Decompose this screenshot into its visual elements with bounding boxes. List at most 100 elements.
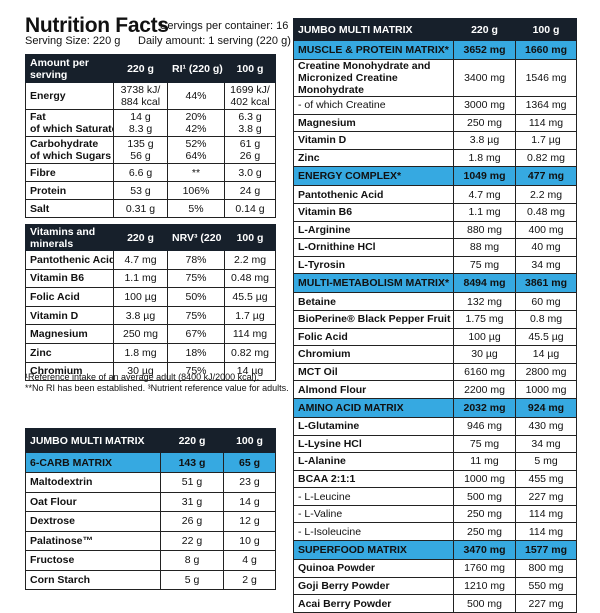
carb-220g: 26 g bbox=[160, 511, 224, 532]
footnote-nrv: **No RI has been established. ³Nutrient … bbox=[25, 383, 289, 393]
vitamins-header-row: Vitamins and minerals 220 g NRV³ (220 g)… bbox=[25, 224, 276, 251]
matrix-row: L-Glutamine 946 mg 430 mg bbox=[293, 416, 577, 436]
matrix-section-title: MULTI-METABOLISM MATRIX* bbox=[293, 273, 454, 294]
matrix-row: Chromium 30 µg 14 µg bbox=[293, 345, 577, 364]
vitamin-row: Folic Acid 100 µg 50% 45.5 µg bbox=[25, 287, 276, 307]
vitamin-100g: 2.2 mg bbox=[224, 250, 276, 270]
nutrition-table: Amount per serving 220 g RI¹ (220 g) 100… bbox=[25, 54, 276, 218]
carb-section-title: 6-CARB MATRIX bbox=[25, 452, 161, 473]
vitamin-100g: 1.7 µg bbox=[224, 305, 276, 326]
matrix-row: BioPerine® Black Pepper Fruit Extract1.7… bbox=[293, 309, 577, 329]
matrix-row: Folic Acid 100 µg 45.5 µg bbox=[293, 327, 577, 347]
matrix-ingredient: Chromium bbox=[293, 345, 454, 364]
matrix-ingredient: L-Glutamine bbox=[293, 416, 454, 436]
matrix-ingredient: Magnesium bbox=[293, 113, 454, 133]
nutrition-head-220g: 220 g bbox=[113, 54, 168, 83]
matrix-section-100g: 1660 mg bbox=[515, 40, 577, 60]
vitamin-row: Magnesium 250 mg 67% 114 mg bbox=[25, 324, 276, 344]
vitamin-nrv: 67% bbox=[167, 324, 225, 344]
matrix-row: Pantothenic Acid 4.7 mg 2.2 mg bbox=[293, 185, 577, 204]
matrix-220g: 88 mg bbox=[453, 238, 516, 257]
matrix-row: MCT Oil 6160 mg 2800 mg bbox=[293, 362, 577, 382]
vitamin-220g: 100 µg bbox=[113, 287, 168, 307]
matrix-ingredient: Quinoa Powder bbox=[293, 559, 454, 578]
vitamin-row: Pantothenic Acid 4.7 mg 78% 2.2 mg bbox=[25, 250, 276, 270]
carb-100g: 12 g bbox=[223, 511, 276, 532]
vitamins-head-100g: 100 g bbox=[224, 224, 276, 251]
nutrition-ri: ** bbox=[167, 163, 225, 182]
nutrition-220g: 14 g 8.3 g bbox=[113, 109, 168, 137]
nutrition-ri: 5% bbox=[167, 199, 225, 218]
matrix-100g: 1000 mg bbox=[515, 380, 577, 399]
matrix-row: Vitamin B6 1.1 mg 0.48 mg bbox=[293, 202, 577, 222]
matrix-row: L-Alanine 11 mg 5 mg bbox=[293, 452, 577, 471]
matrix-100g: 14 µg bbox=[515, 345, 577, 364]
matrix-section-row: AMINO ACID MATRIX 2032 mg 924 mg bbox=[293, 397, 577, 418]
matrix-100g: 2.2 mg bbox=[515, 185, 577, 204]
vitamin-nrv: 75% bbox=[167, 305, 225, 326]
nutrition-row: Protein 53 g 106% 24 g bbox=[25, 181, 276, 200]
carb-header-row: JUMBO MULTI MATRIX 220 g 100 g bbox=[25, 428, 276, 453]
matrix-section-220g: 1049 mg bbox=[453, 166, 516, 187]
matrix-row: Betaine 132 mg 60 mg bbox=[293, 292, 577, 311]
matrix-section-220g: 3470 mg bbox=[453, 540, 516, 561]
vitamin-nrv: 18% bbox=[167, 342, 225, 363]
nutrition-row: Carbohydrate of which Sugars 135 g 56 g 52… bbox=[25, 136, 276, 164]
nutrition-100g: 6.3 g 3.8 g bbox=[224, 109, 276, 137]
matrix-220g: 1.1 mg bbox=[453, 202, 516, 222]
nutrition-row: Salt 0.31 g 5% 0.14 g bbox=[25, 199, 276, 218]
matrix-section-100g: 924 mg bbox=[515, 397, 577, 418]
nutrition-head-100g: 100 g bbox=[224, 54, 276, 83]
vitamins-head-220g: 220 g bbox=[113, 224, 168, 251]
nutrition-220g: 3738 kJ/ 884 kcal bbox=[113, 82, 168, 110]
nutrition-name: Salt bbox=[25, 199, 114, 218]
matrix-row: - L-Valine 250 mg 114 mg bbox=[293, 504, 577, 524]
matrix-ingredient: BCAA 2:1:1 bbox=[293, 469, 454, 489]
vitamin-220g: 4.7 mg bbox=[113, 250, 168, 270]
matrix-ingredient: Creatine Monohydrate and Micronized Crea… bbox=[293, 59, 454, 97]
vitamin-row: Chromium 30 µg 75% 14 µg bbox=[25, 361, 276, 382]
matrix-100g: 2800 mg bbox=[515, 362, 577, 382]
matrix-100g: 1364 mg bbox=[515, 96, 577, 115]
nutrition-220g: 6.6 g bbox=[113, 163, 168, 182]
matrix-row: - L-Isoleucine 250 mg 114 mg bbox=[293, 522, 577, 542]
matrix-row: - L-Leucine 500 mg 227 mg bbox=[293, 487, 577, 506]
matrix-100g: 0.8 mg bbox=[515, 309, 577, 329]
matrix-100g: 114 mg bbox=[515, 522, 577, 542]
matrix-ingredient: Acai Berry Powder bbox=[293, 594, 454, 613]
carb-matrix-table: JUMBO MULTI MATRIX 220 g 100 g 6-CARB MA… bbox=[25, 428, 276, 590]
matrix-220g: 30 µg bbox=[453, 345, 516, 364]
matrix-row: L-Lysine HCl 75 mg 34 mg bbox=[293, 434, 577, 454]
matrix-row: Zinc 1.8 mg 0.82 mg bbox=[293, 148, 577, 168]
matrix-section-title: SUPERFOOD MATRIX bbox=[293, 540, 454, 561]
jumbo-multi-matrix-table: JUMBO MULTI MATRIX 220 g 100 g MUSCLE & … bbox=[293, 18, 577, 613]
nutrition-220g: 53 g bbox=[113, 181, 168, 200]
matrix-row: L-Arginine 880 mg 400 mg bbox=[293, 220, 577, 240]
matrix-100g: 400 mg bbox=[515, 220, 577, 240]
matrix-100g: 550 mg bbox=[515, 576, 577, 596]
vitamin-100g: 0.82 mg bbox=[224, 342, 276, 363]
matrix-ingredient: Zinc bbox=[293, 148, 454, 168]
matrix-section-100g: 3861 mg bbox=[515, 273, 577, 294]
carb-220g: 5 g bbox=[160, 569, 224, 590]
vitamins-table: Vitamins and minerals 220 g NRV³ (220 g)… bbox=[25, 224, 276, 382]
nutrition-head-ri: RI¹ (220 g) bbox=[167, 54, 225, 83]
vitamin-nrv: 75% bbox=[167, 268, 225, 289]
matrix-100g: 45.5 µg bbox=[515, 327, 577, 347]
vitamin-220g: 250 mg bbox=[113, 324, 168, 344]
matrix-100g: 430 mg bbox=[515, 416, 577, 436]
nutrition-row: Fibre 6.6 g ** 3.0 g bbox=[25, 163, 276, 182]
vitamin-nrv: 50% bbox=[167, 287, 225, 307]
matrix-ingredient: - L-Valine bbox=[293, 504, 454, 524]
vitamin-row: Zinc 1.8 mg 18% 0.82 mg bbox=[25, 342, 276, 363]
matrix-section-220g: 8494 mg bbox=[453, 273, 516, 294]
nutrition-row: Fat of which Saturates14 g 8.3 g20% 42%6… bbox=[25, 109, 276, 137]
carb-100g: 2 g bbox=[223, 569, 276, 590]
matrix-row: Vitamin D 3.8 µg 1.7 µg bbox=[293, 131, 577, 150]
matrix-ingredient: L-Alanine bbox=[293, 452, 454, 471]
matrix-ingredient: L-Ornithine HCl bbox=[293, 238, 454, 257]
vitamin-100g: 0.48 mg bbox=[224, 268, 276, 289]
nutrition-100g: 24 g bbox=[224, 181, 276, 200]
nutrition-ri: 44% bbox=[167, 82, 225, 110]
